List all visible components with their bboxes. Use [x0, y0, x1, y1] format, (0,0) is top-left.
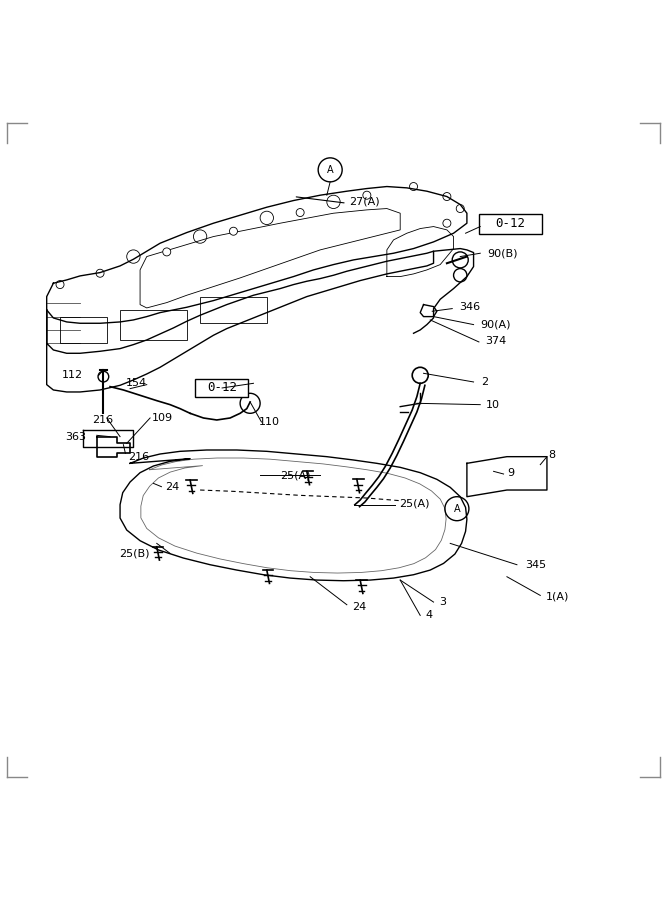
Circle shape — [456, 204, 464, 212]
Text: 90(A): 90(A) — [480, 320, 511, 329]
Circle shape — [163, 248, 171, 256]
Text: 8: 8 — [548, 450, 556, 460]
Text: A: A — [454, 504, 460, 514]
Text: A: A — [327, 165, 334, 175]
Circle shape — [443, 193, 451, 201]
Text: 0-12: 0-12 — [207, 382, 237, 394]
Circle shape — [443, 220, 451, 227]
Text: 2: 2 — [482, 377, 489, 387]
FancyBboxPatch shape — [479, 214, 542, 234]
Text: 110: 110 — [259, 417, 279, 427]
Circle shape — [96, 269, 104, 277]
FancyBboxPatch shape — [195, 379, 248, 397]
Text: 4: 4 — [426, 610, 433, 620]
Circle shape — [296, 209, 304, 217]
Text: 112: 112 — [61, 370, 83, 381]
Text: 109: 109 — [152, 413, 173, 423]
Text: 363: 363 — [65, 432, 86, 442]
Text: 216: 216 — [92, 415, 113, 425]
Text: 25(B): 25(B) — [119, 548, 149, 558]
Text: 24: 24 — [165, 482, 179, 491]
Text: 1(A): 1(A) — [546, 591, 569, 602]
Text: 25(A): 25(A) — [280, 471, 311, 481]
Text: 27(A): 27(A) — [349, 197, 380, 207]
Text: 374: 374 — [486, 337, 507, 347]
Text: 3: 3 — [439, 597, 446, 608]
Text: 154: 154 — [125, 378, 147, 388]
Text: 9: 9 — [507, 468, 514, 478]
Circle shape — [410, 183, 418, 191]
Circle shape — [229, 227, 237, 235]
Text: 345: 345 — [526, 560, 547, 570]
Text: 10: 10 — [486, 400, 500, 410]
Circle shape — [56, 281, 64, 289]
Text: 25(A): 25(A) — [399, 499, 430, 508]
Circle shape — [363, 191, 371, 199]
Text: 0-12: 0-12 — [496, 218, 525, 230]
Text: 24: 24 — [352, 602, 366, 612]
Text: 346: 346 — [459, 302, 480, 311]
Text: 90(B): 90(B) — [487, 248, 518, 258]
Text: 216: 216 — [128, 452, 149, 462]
